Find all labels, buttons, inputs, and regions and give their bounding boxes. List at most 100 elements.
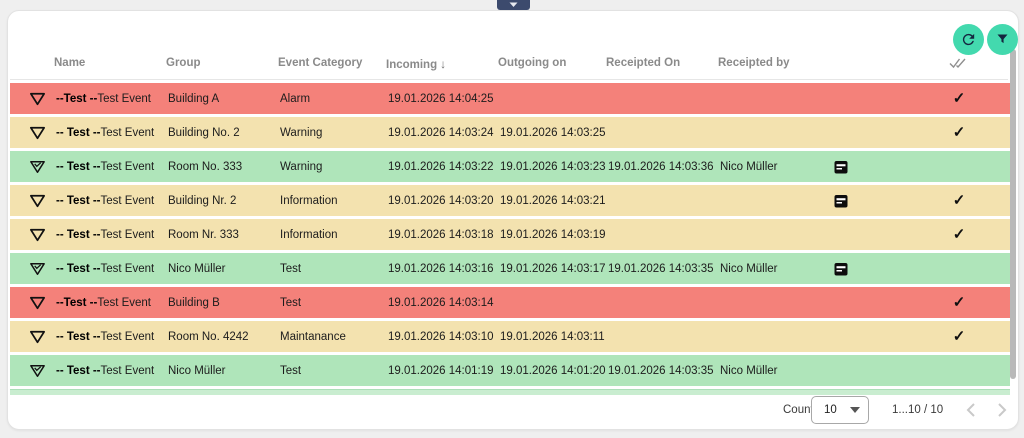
receipt-check-icon: ✓ xyxy=(952,226,966,243)
table-row[interactable]: -- Test -- Test Event Nico Müller Test 19… xyxy=(10,253,1010,284)
count-select[interactable]: 10 xyxy=(811,396,869,424)
receipted-by-cell xyxy=(720,287,822,318)
incoming-cell: 19.01.2026 14:03:20 xyxy=(388,194,494,207)
receipted-on-cell xyxy=(608,117,716,148)
group-cell: Room No. 4242 xyxy=(168,330,249,343)
outgoing-cell: 19.01.2026 14:03:11 xyxy=(500,330,605,343)
group-cell: Room Nr. 333 xyxy=(168,228,239,241)
receipted-on-cell xyxy=(608,321,716,352)
receipt-check-icon: ✓ xyxy=(952,124,966,141)
receipted-by-cell xyxy=(720,219,822,250)
dropdown-caret-icon xyxy=(850,407,860,413)
sort-desc-arrow-icon: ↓ xyxy=(440,57,447,71)
table-row[interactable]: -- Test -- Test Event Room No. 333 Warnin… xyxy=(10,151,1010,182)
incoming-cell: 19.01.2026 14:04:25 xyxy=(388,92,494,105)
col-header-receipted-on[interactable]: Receipted On xyxy=(606,57,681,69)
funnel-check-icon[interactable] xyxy=(29,160,46,174)
receipted-by-cell: Nico Müller xyxy=(720,364,778,377)
table-row[interactable]: --Test -- Test Event Building A Alarm 19.… xyxy=(10,83,1010,114)
funnel-icon[interactable] xyxy=(29,126,46,140)
table-row[interactable]: -- Test -- Test Event Building No. 2 Warn… xyxy=(10,117,1010,148)
receipt-all-double-check-icon[interactable] xyxy=(949,57,967,69)
scrollbar-thumb[interactable] xyxy=(1010,49,1016,379)
receipted-on-cell: 19.01.2026 14:03:36 xyxy=(608,160,714,173)
refresh-button[interactable] xyxy=(953,24,984,55)
group-cell: Building No. 2 xyxy=(168,126,240,139)
previous-page-button[interactable] xyxy=(960,400,980,420)
event-category-cell: Warning xyxy=(280,126,323,139)
table-row[interactable]: -- Test -- Test Event Room Nr. 333 Inform… xyxy=(10,219,1010,250)
outgoing-cell: 19.01.2026 14:01:20 xyxy=(500,364,606,377)
event-name-cell: -- Test -- Test Event xyxy=(56,160,155,173)
funnel-icon[interactable] xyxy=(29,228,46,242)
event-name-cell: -- Test -- Test Event xyxy=(56,262,155,275)
incoming-cell: 19.01.2026 14:03:10 xyxy=(388,330,494,343)
incoming-cell: 19.01.2026 14:03:16 xyxy=(388,262,494,275)
receipted-by-cell: Nico Müller xyxy=(720,160,778,173)
outgoing-cell xyxy=(500,287,606,318)
outgoing-cell: 19.01.2026 14:03:23 xyxy=(500,160,606,173)
outgoing-cell: 19.01.2026 14:03:21 xyxy=(500,194,606,207)
table-row[interactable]: -- Test -- Test Event Room No. 4242 Maint… xyxy=(10,321,1010,352)
col-header-name[interactable]: Name xyxy=(54,57,86,69)
receipt-check-icon: ✓ xyxy=(952,192,966,209)
table-row[interactable]: -- Test -- Test Event Building Nr. 2 Info… xyxy=(10,185,1010,216)
receipted-by-cell: Nico Müller xyxy=(720,262,778,275)
receipt-check-icon: ✓ xyxy=(952,90,966,107)
event-category-cell: Test xyxy=(280,262,302,275)
funnel-icon[interactable] xyxy=(29,330,46,344)
outgoing-cell: 19.01.2026 14:03:17 xyxy=(500,262,606,275)
receipt-check-icon: ✓ xyxy=(952,294,966,311)
col-header-group[interactable]: Group xyxy=(166,57,201,69)
event-list-panel: Name Group Event Category Incoming ↓ Outg… xyxy=(7,10,1019,430)
incoming-cell: 19.01.2026 14:03:18 xyxy=(388,228,494,241)
receipted-on-cell: 19.01.2026 14:03:35 xyxy=(608,262,714,275)
receipted-by-cell xyxy=(720,83,822,114)
event-category-cell: Warning xyxy=(280,160,323,173)
funnel-icon[interactable] xyxy=(29,92,46,106)
table-header-row: Name Group Event Category Incoming ↓ Outg… xyxy=(8,53,1018,77)
col-header-outgoing[interactable]: Outgoing on xyxy=(498,57,567,69)
group-cell: Building Nr. 2 xyxy=(168,194,237,207)
funnel-check-icon[interactable] xyxy=(29,364,46,378)
receipted-on-cell xyxy=(608,287,716,318)
event-category-cell: Information xyxy=(280,194,338,207)
table-row[interactable]: --Test -- Test Event Building B Test 19.0… xyxy=(10,287,1010,318)
funnel-icon[interactable] xyxy=(29,194,46,208)
calendar-icon[interactable] xyxy=(834,194,848,208)
event-name-cell: -- Test -- Test Event xyxy=(56,126,155,139)
count-select-value: 10 xyxy=(824,404,837,416)
event-category-cell: Alarm xyxy=(280,92,311,105)
event-category-cell: Information xyxy=(280,228,338,241)
event-category-cell: Test xyxy=(280,296,302,309)
col-header-incoming[interactable]: Incoming ↓ xyxy=(386,57,447,71)
incoming-cell: 19.01.2026 14:03:24 xyxy=(388,126,494,139)
filter-button[interactable] xyxy=(987,24,1018,55)
receipt-check-icon: ✓ xyxy=(952,328,966,345)
receipted-on-cell: 19.01.2026 14:03:35 xyxy=(608,364,714,377)
outgoing-cell xyxy=(500,83,606,114)
refresh-icon xyxy=(960,31,977,48)
header-divider xyxy=(10,79,1008,80)
outgoing-cell: 19.01.2026 14:03:19 xyxy=(500,228,606,241)
group-cell: Building A xyxy=(168,92,220,105)
calendar-icon[interactable] xyxy=(834,160,848,174)
event-name-cell: -- Test -- Test Event xyxy=(56,330,155,343)
calendar-icon[interactable] xyxy=(834,262,848,276)
collapse-panel-button[interactable] xyxy=(497,0,530,10)
next-page-button[interactable] xyxy=(992,400,1012,420)
col-header-category[interactable]: Event Category xyxy=(278,57,363,69)
chevron-down-icon xyxy=(509,2,518,8)
receipted-by-cell xyxy=(720,117,822,148)
event-name-cell: -- Test -- Test Event xyxy=(56,228,155,241)
table-row[interactable]: -- Test -- Test Event Nico Müller Test 19… xyxy=(10,355,1010,386)
event-category-cell: Maintanance xyxy=(280,330,346,343)
funnel-check-icon[interactable] xyxy=(29,262,46,276)
event-name-cell: -- Test -- Test Event xyxy=(56,194,155,207)
scrollbar-track xyxy=(1009,49,1017,384)
funnel-filter-icon xyxy=(995,32,1010,47)
col-header-receipted-by[interactable]: Receipted by xyxy=(718,57,790,69)
receipted-on-cell xyxy=(608,219,716,250)
event-category-cell: Test xyxy=(280,364,302,377)
funnel-icon[interactable] xyxy=(29,296,46,310)
